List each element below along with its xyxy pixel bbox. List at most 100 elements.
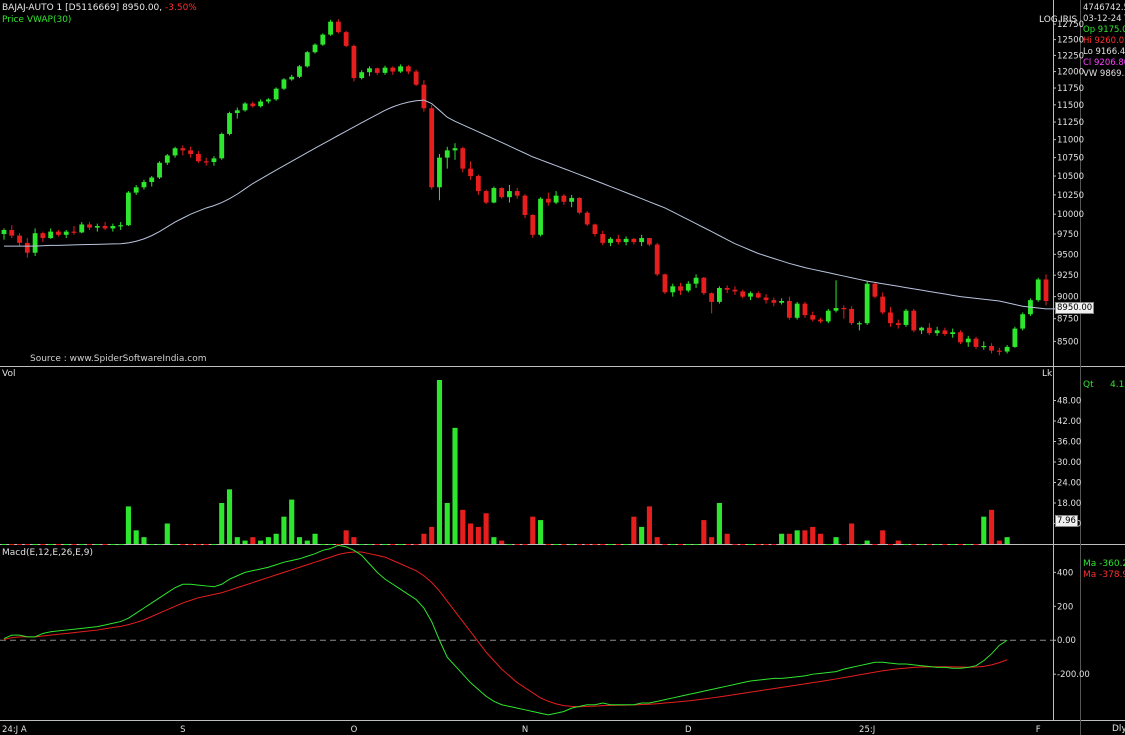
volume-bar	[444, 503, 450, 544]
volume-bar	[724, 533, 730, 544]
x-axis-label: S	[180, 725, 185, 735]
candle-body	[856, 323, 862, 325]
candle-body	[942, 330, 948, 335]
candle-body	[514, 191, 520, 196]
volume-bar	[195, 544, 201, 545]
log-toggle[interactable]: LOG	[1039, 15, 1058, 25]
candle-body	[9, 230, 15, 236]
candle-body	[786, 301, 792, 318]
x-axis-label: F	[1036, 725, 1041, 735]
volume-bar	[258, 540, 264, 544]
candle-body	[732, 289, 738, 292]
volume-bar	[374, 544, 380, 545]
candle-body	[989, 345, 994, 351]
volume-bar	[576, 544, 582, 545]
volume-bar	[584, 544, 590, 545]
x-axis-label: 24:J A	[2, 725, 27, 735]
volume-bar	[63, 544, 69, 545]
volume-bar	[545, 544, 551, 545]
volume-bar	[203, 544, 209, 545]
volume-tick-label: 42.00	[1057, 417, 1081, 427]
volume-bar	[164, 523, 170, 544]
candle-body	[1012, 328, 1018, 347]
candle-body	[335, 21, 341, 33]
candle-body	[211, 158, 217, 162]
volume-bar	[677, 544, 684, 545]
volume-bar	[965, 544, 971, 545]
volume-bar	[265, 537, 271, 544]
volume-bar	[398, 544, 404, 545]
iris-toggle[interactable]: IRIS	[1060, 15, 1078, 25]
candle-body	[71, 231, 77, 233]
volume-bar	[825, 544, 831, 545]
volume-bar	[351, 537, 357, 544]
last-price-tag: 8950.00	[1055, 302, 1095, 314]
open-value: Op 9175.05	[1083, 25, 1125, 35]
price-tick-label: 8750	[1057, 315, 1079, 325]
volume-bar	[802, 530, 808, 544]
candle-body	[771, 300, 777, 303]
volume-bar	[79, 544, 85, 545]
candle-body	[242, 103, 248, 111]
candle-body	[670, 286, 676, 293]
candle-body	[662, 274, 668, 293]
candle-body	[880, 296, 886, 313]
volume-bar	[413, 544, 419, 545]
candle-body	[608, 238, 613, 243]
volume-bar	[561, 544, 567, 545]
candle-body	[172, 148, 178, 156]
candle-body	[903, 310, 909, 325]
candle-body	[359, 72, 365, 79]
candle-body	[63, 231, 69, 235]
source-label: Source : www.SpiderSoftwareIndia.com	[30, 354, 207, 364]
x-axis-label: N	[522, 725, 528, 735]
candle-body	[110, 226, 116, 229]
overlay-label: Price VWAP(30)	[2, 15, 72, 25]
candle-body	[405, 66, 411, 72]
candle-body	[475, 176, 481, 192]
candle-body	[444, 150, 450, 158]
candle-body	[382, 67, 388, 73]
volume-bar	[452, 427, 458, 544]
macd-tick-label: 200	[1057, 602, 1073, 612]
volume-bar	[9, 544, 15, 545]
volume-bar	[289, 499, 295, 544]
candle-body	[538, 198, 543, 235]
candle-body	[429, 108, 435, 188]
candle-body	[849, 308, 855, 324]
volume-tick-label: 48.00	[1057, 397, 1081, 407]
volume-bar	[872, 544, 878, 545]
candle-body	[685, 283, 691, 291]
price-tick-label: 9500	[1057, 250, 1079, 260]
x-axis-label: D	[685, 725, 692, 735]
volume-bar	[328, 544, 334, 545]
candle-body	[1043, 279, 1049, 302]
candle-body	[118, 225, 124, 227]
candle-body	[250, 103, 256, 107]
volume-bar	[569, 544, 575, 545]
candle-body	[553, 195, 559, 203]
volume-bar	[460, 509, 466, 544]
candle-body	[996, 350, 1002, 352]
price-tick-label: 12500	[1057, 36, 1084, 46]
volume-bar	[102, 544, 108, 545]
volume-bar	[623, 544, 629, 545]
candle-body	[623, 238, 629, 243]
candle-body	[320, 34, 326, 45]
volume-bar	[592, 544, 598, 545]
candle-body	[32, 233, 38, 253]
candle-body	[421, 84, 427, 109]
candle-body	[56, 231, 61, 235]
candle-body	[367, 68, 372, 73]
candle-body	[452, 148, 458, 151]
price-tick-label: 12250	[1057, 51, 1084, 61]
candle-body	[413, 71, 419, 85]
candle-body	[312, 44, 318, 53]
close-value: Cl 9206.80	[1083, 58, 1125, 68]
volume-unit: Lk	[1042, 369, 1053, 379]
volume-bar	[312, 533, 318, 544]
volume-bar	[747, 544, 754, 545]
candle-body	[390, 67, 396, 72]
volume-bar	[180, 544, 186, 545]
